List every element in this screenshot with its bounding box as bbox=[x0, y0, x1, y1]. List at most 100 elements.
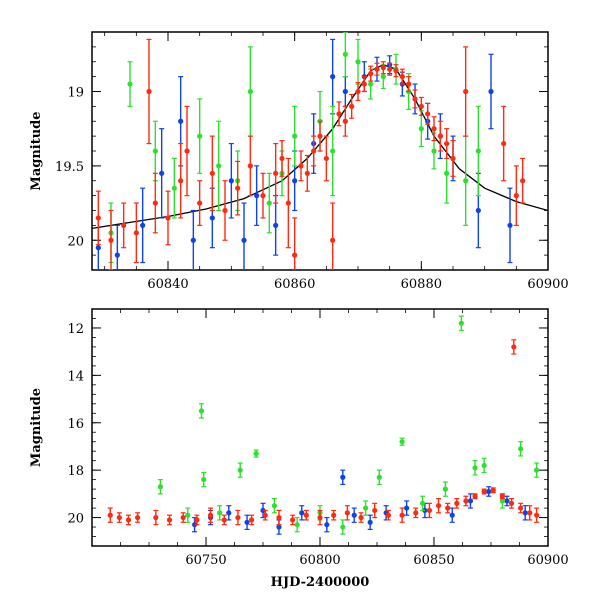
data-point bbox=[216, 163, 222, 169]
data-point bbox=[254, 193, 260, 199]
bottom-series-red bbox=[107, 339, 540, 526]
data-point bbox=[133, 230, 139, 236]
data-point bbox=[276, 524, 282, 530]
data-point bbox=[412, 96, 418, 102]
data-point bbox=[311, 148, 317, 154]
data-point bbox=[217, 510, 223, 516]
data-point bbox=[290, 517, 296, 523]
bottom-y-tick-label: 18 bbox=[67, 464, 84, 479]
data-point bbox=[244, 519, 250, 525]
data-point bbox=[361, 81, 367, 87]
top-x-tick-label: 60880 bbox=[401, 277, 442, 292]
data-point bbox=[444, 140, 450, 147]
data-point bbox=[399, 74, 405, 80]
data-point bbox=[351, 512, 357, 518]
data-point bbox=[125, 517, 132, 523]
data-point bbox=[146, 88, 152, 95]
data-point bbox=[385, 512, 391, 518]
data-point bbox=[184, 148, 190, 154]
data-point bbox=[116, 514, 122, 521]
data-point bbox=[368, 81, 374, 87]
data-point bbox=[499, 498, 505, 504]
top-y-axis-label: Magnitude bbox=[29, 111, 44, 190]
data-point bbox=[209, 215, 215, 221]
data-point bbox=[406, 81, 412, 87]
data-point bbox=[262, 512, 268, 518]
data-point bbox=[490, 487, 496, 493]
data-point bbox=[376, 474, 382, 480]
data-point bbox=[209, 170, 215, 176]
data-point bbox=[152, 148, 158, 154]
data-point bbox=[518, 446, 524, 452]
data-point bbox=[358, 514, 364, 521]
data-point bbox=[222, 207, 228, 214]
top-series-blue bbox=[95, 38, 513, 270]
data-point bbox=[472, 493, 478, 499]
data-point bbox=[140, 222, 146, 228]
data-point bbox=[507, 222, 513, 228]
top-x-tick-label: 60900 bbox=[527, 277, 568, 292]
data-point bbox=[363, 505, 369, 511]
data-point bbox=[95, 215, 101, 221]
data-point bbox=[198, 408, 205, 414]
data-point bbox=[298, 163, 304, 169]
data-point bbox=[387, 66, 393, 72]
data-point bbox=[442, 486, 448, 492]
data-point bbox=[197, 200, 203, 206]
data-point bbox=[420, 500, 426, 506]
data-point bbox=[527, 510, 533, 516]
data-point bbox=[285, 200, 291, 206]
bottom-x-tick-label: 60800 bbox=[299, 553, 340, 568]
data-point bbox=[330, 237, 336, 243]
data-point bbox=[342, 118, 348, 124]
data-point bbox=[207, 512, 214, 518]
data-point bbox=[435, 503, 442, 509]
data-point bbox=[330, 74, 336, 80]
data-point bbox=[273, 170, 279, 176]
data-point bbox=[449, 512, 455, 518]
data-point bbox=[504, 498, 510, 504]
bottom-y-tick-label: 14 bbox=[67, 369, 84, 384]
data-point bbox=[374, 66, 380, 72]
data-point bbox=[431, 148, 437, 154]
data-point bbox=[444, 170, 450, 176]
data-point bbox=[180, 514, 186, 521]
data-point bbox=[367, 519, 373, 525]
data-point bbox=[499, 493, 505, 499]
data-point bbox=[488, 88, 494, 95]
data-point bbox=[380, 65, 386, 71]
data-point bbox=[501, 140, 507, 147]
data-point bbox=[418, 103, 424, 109]
data-point bbox=[107, 512, 113, 518]
data-point bbox=[508, 500, 515, 506]
data-point bbox=[458, 320, 464, 326]
data-point bbox=[247, 88, 253, 95]
data-point bbox=[299, 510, 305, 516]
bottom-x-axis-label: HJD-2400000 bbox=[271, 575, 370, 590]
data-point bbox=[159, 170, 165, 176]
data-point bbox=[340, 524, 346, 530]
data-point bbox=[153, 514, 159, 521]
data-point bbox=[317, 514, 323, 521]
data-point bbox=[522, 510, 528, 516]
data-point bbox=[336, 111, 342, 117]
data-point bbox=[450, 155, 456, 162]
data-point bbox=[317, 133, 323, 139]
data-point bbox=[324, 522, 330, 528]
data-point bbox=[235, 185, 241, 191]
top-y-tick-label: 20 bbox=[67, 234, 84, 249]
data-point bbox=[201, 477, 207, 483]
data-point bbox=[330, 148, 336, 154]
bottom-y-axis-label: Magnitude bbox=[29, 388, 44, 467]
top-x-tick-label: 60860 bbox=[274, 277, 315, 292]
data-point bbox=[292, 133, 298, 139]
data-point bbox=[323, 155, 329, 162]
data-point bbox=[481, 488, 487, 495]
data-point bbox=[249, 517, 255, 523]
data-point bbox=[221, 517, 227, 523]
data-point bbox=[393, 68, 399, 74]
data-point bbox=[475, 148, 481, 154]
data-point bbox=[425, 111, 431, 117]
bottom-series-blue bbox=[192, 469, 528, 535]
